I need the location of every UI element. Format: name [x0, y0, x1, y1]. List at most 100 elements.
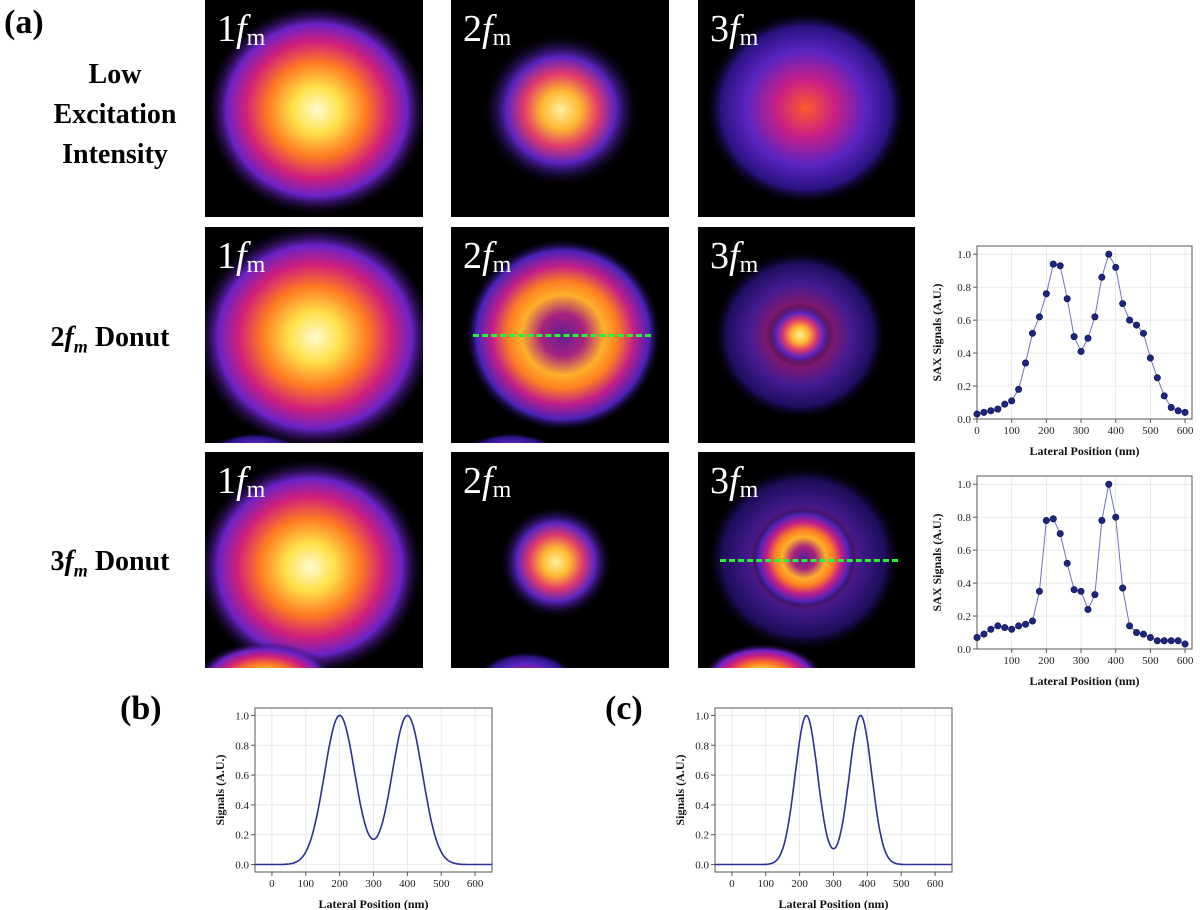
y-tick-label: 0.4	[695, 800, 709, 812]
x-tick-label: 300	[365, 878, 382, 890]
image-low-3fm: 3fm	[698, 0, 915, 217]
tile-label-2fm: 2fm	[463, 8, 512, 51]
spot-image	[714, 251, 886, 419]
data-point	[1174, 637, 1182, 645]
row-label-suffix: Donut	[87, 322, 170, 353]
chart-2fm-profile: 0 100 200 300 400 500 600 0.0 0.2 0.4 0.6 0.8 1.0 Lat…	[925, 232, 1200, 458]
x-tick-label: 500	[1142, 425, 1159, 437]
profile-line-2fm	[473, 334, 651, 337]
x-tick-label: 100	[1003, 655, 1020, 667]
data-point	[1070, 333, 1078, 341]
y-tick-label: 0.0	[957, 414, 971, 426]
data-point	[1008, 397, 1016, 405]
data-point	[1042, 516, 1050, 524]
tile-label-3fm: 3fm	[710, 235, 759, 278]
x-tick-label: 600	[1177, 425, 1194, 437]
y-axis-label: SAX Signals (A.U.)	[930, 283, 944, 381]
panel-label-b: (b)	[120, 690, 162, 727]
data-point	[1063, 295, 1071, 303]
row-label-line-1: Low	[88, 59, 142, 90]
x-tick-label: 400	[1107, 655, 1124, 667]
panel-label-c: (c)	[605, 690, 643, 727]
row-label-line-2: Excitation	[53, 99, 177, 130]
x-axis-label: Lateral Position (nm)	[1030, 674, 1140, 688]
data-point	[1015, 622, 1023, 630]
row-label-line-3: Intensity	[62, 139, 168, 170]
x-tick-label: 600	[1177, 655, 1194, 667]
row-label-3fm-donut: 3fm Donut	[15, 542, 205, 591]
data-point	[1091, 591, 1099, 599]
x-tick-label: 0	[729, 878, 735, 890]
data-point	[1028, 617, 1036, 625]
data-point	[1056, 530, 1064, 538]
data-point	[1167, 403, 1175, 411]
x-tick-label: 400	[1107, 425, 1124, 437]
x-tick-label: 500	[1142, 655, 1159, 667]
chart-simulated-2fm: 0 100 200 300 400 500 600 0.0 0.2 0.4 0.6 0.8 1.0 Lat…	[210, 700, 500, 910]
image-3fm-donut-1fm: 1fm	[205, 452, 423, 668]
data-point	[1126, 316, 1134, 324]
x-tick-label: 600	[467, 878, 484, 890]
row-label-low-excitation: Low Excitation Intensity	[30, 55, 200, 175]
chart-2fm-profile-svg: 0 100 200 300 400 500 600 0.0 0.2 0.4 0.6 0.8 1.0 Lat…	[930, 245, 1194, 458]
data-point	[1119, 300, 1127, 308]
data-point	[973, 410, 981, 418]
spot-image	[706, 12, 906, 204]
tile-label-2fm: 2fm	[463, 460, 512, 503]
row-label-sub: m	[73, 336, 88, 357]
data-point	[1112, 513, 1120, 521]
data-point	[1181, 408, 1189, 416]
y-tick-label: 0.4	[957, 348, 971, 360]
x-tick-label: 300	[825, 878, 842, 890]
data-point	[1022, 359, 1030, 367]
data-point	[994, 405, 1002, 413]
y-axis-label: SAX Signals (A.U.)	[930, 513, 944, 611]
data-point	[1077, 347, 1085, 355]
data-point	[1112, 263, 1120, 271]
data-point	[1001, 400, 1009, 408]
tile-label-2fm: 2fm	[463, 235, 512, 278]
data-point	[1035, 313, 1043, 321]
y-tick-label: 0.6	[235, 770, 249, 782]
y-tick-label: 0.2	[957, 611, 971, 623]
y-tick-label: 0.2	[235, 830, 249, 842]
y-tick-label: 0.8	[957, 512, 971, 524]
data-point	[1008, 625, 1016, 633]
data-point	[1015, 385, 1023, 393]
donut-image	[705, 466, 900, 668]
y-tick-label: 0.8	[695, 740, 709, 752]
image-3fm-donut-2fm: 2fm	[451, 452, 669, 668]
y-tick-label: 1.0	[957, 479, 971, 491]
data-point	[1056, 262, 1064, 270]
data-point	[987, 407, 995, 415]
series-line	[715, 714, 952, 866]
data-point	[1181, 640, 1189, 648]
image-3fm-donut-3fm: 3fm	[698, 452, 915, 668]
x-tick-label: 0	[269, 878, 275, 890]
tile-label-1fm: 1fm	[217, 460, 266, 503]
y-tick-label: 1.0	[957, 249, 971, 261]
x-axis-label: Lateral Position (nm)	[319, 897, 429, 910]
chart-simulated-2fm-svg: 0 100 200 300 400 500 600 0.0 0.2 0.4 0.6 0.8 1.0 Lat…	[213, 707, 493, 910]
data-point	[1126, 622, 1134, 630]
image-low-1fm: 1fm	[205, 0, 423, 217]
data-point	[980, 408, 988, 416]
y-tick-label: 0.8	[957, 282, 971, 294]
data-point	[1042, 290, 1050, 298]
data-point	[1084, 334, 1092, 342]
y-tick-label: 1.0	[235, 710, 249, 722]
tile-label-1fm: 1fm	[217, 8, 266, 51]
spot-image	[483, 34, 639, 186]
data-point	[973, 633, 981, 641]
data-point	[1070, 586, 1078, 594]
data-point	[1049, 260, 1057, 268]
image-2fm-donut-2fm: 2fm	[451, 227, 669, 443]
x-axis-label: Lateral Position (nm)	[779, 897, 889, 910]
x-tick-label: 100	[758, 878, 775, 890]
data-point	[1160, 392, 1168, 400]
row-label-number: 3	[50, 546, 65, 577]
data-point	[1146, 354, 1154, 362]
x-tick-label: 100	[298, 878, 315, 890]
image-2fm-donut-3fm: 3fm	[698, 227, 915, 443]
y-tick-label: 0.0	[235, 860, 249, 872]
